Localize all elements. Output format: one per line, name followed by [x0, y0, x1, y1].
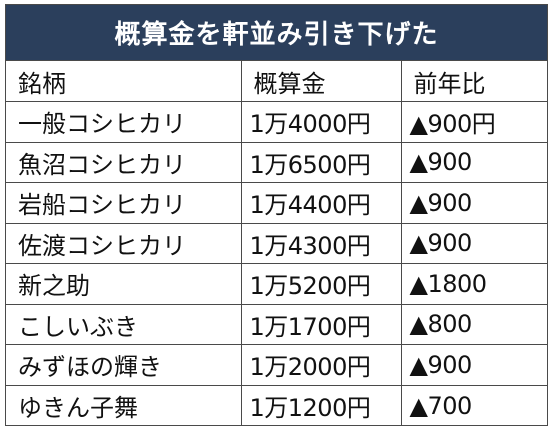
table-row: 一般コシヒカリ 1万4000円 ▲900円	[6, 101, 547, 143]
table-row: ゆきん子舞 1万1200円 ▲700	[6, 384, 547, 426]
price-cell: 1万5200円	[240, 263, 402, 305]
price-cell: 1万4000円	[240, 101, 402, 143]
brand-cell: 魚沼コシヒカリ	[6, 141, 242, 183]
change-cell: ▲900	[400, 141, 547, 183]
change-cell: ▲700	[400, 384, 547, 426]
brand-cell: ゆきん子舞	[6, 384, 242, 426]
change-cell: ▲1800	[400, 263, 547, 305]
table-title: 概算金を軒並み引き下げた	[6, 5, 547, 61]
brand-cell: みずほの輝き	[6, 344, 242, 386]
table-row: 岩船コシヒカリ 1万4400円 ▲900	[6, 182, 547, 224]
change-cell: ▲900円	[400, 101, 547, 143]
price-cell: 1万4300円	[240, 222, 402, 264]
change-cell: ▲900	[400, 182, 547, 224]
header-brand: 銘柄	[6, 61, 242, 102]
header-price: 概算金	[240, 61, 402, 102]
header-row: 銘柄 概算金 前年比	[6, 61, 547, 102]
brand-cell: 新之助	[6, 263, 242, 305]
table-row: 魚沼コシヒカリ 1万6500円 ▲900	[6, 141, 547, 183]
brand-cell: 一般コシヒカリ	[6, 101, 242, 143]
price-cell: 1万6500円	[240, 141, 402, 183]
table-row: 佐渡コシヒカリ 1万4300円 ▲900	[6, 222, 547, 264]
price-table: 銘柄 概算金 前年比 一般コシヒカリ 1万4000円 ▲900円 魚沼コシヒカリ…	[6, 61, 547, 426]
table-row: 新之助 1万5200円 ▲1800	[6, 263, 547, 305]
brand-cell: こしいぶき	[6, 303, 242, 345]
price-table-card: 概算金を軒並み引き下げた 銘柄 概算金 前年比 一般コシヒカリ 1万4000円 …	[5, 4, 548, 426]
price-cell: 1万4400円	[240, 182, 402, 224]
price-cell: 1万1200円	[240, 384, 402, 426]
price-cell: 1万2000円	[240, 344, 402, 386]
brand-cell: 岩船コシヒカリ	[6, 182, 242, 224]
change-cell: ▲800	[400, 303, 547, 345]
header-change: 前年比	[400, 61, 547, 102]
change-cell: ▲900	[400, 222, 547, 264]
brand-cell: 佐渡コシヒカリ	[6, 222, 242, 264]
table-row: こしいぶき 1万1700円 ▲800	[6, 303, 547, 345]
price-cell: 1万1700円	[240, 303, 402, 345]
change-cell: ▲900	[400, 344, 547, 386]
table-row: みずほの輝き 1万2000円 ▲900	[6, 344, 547, 386]
